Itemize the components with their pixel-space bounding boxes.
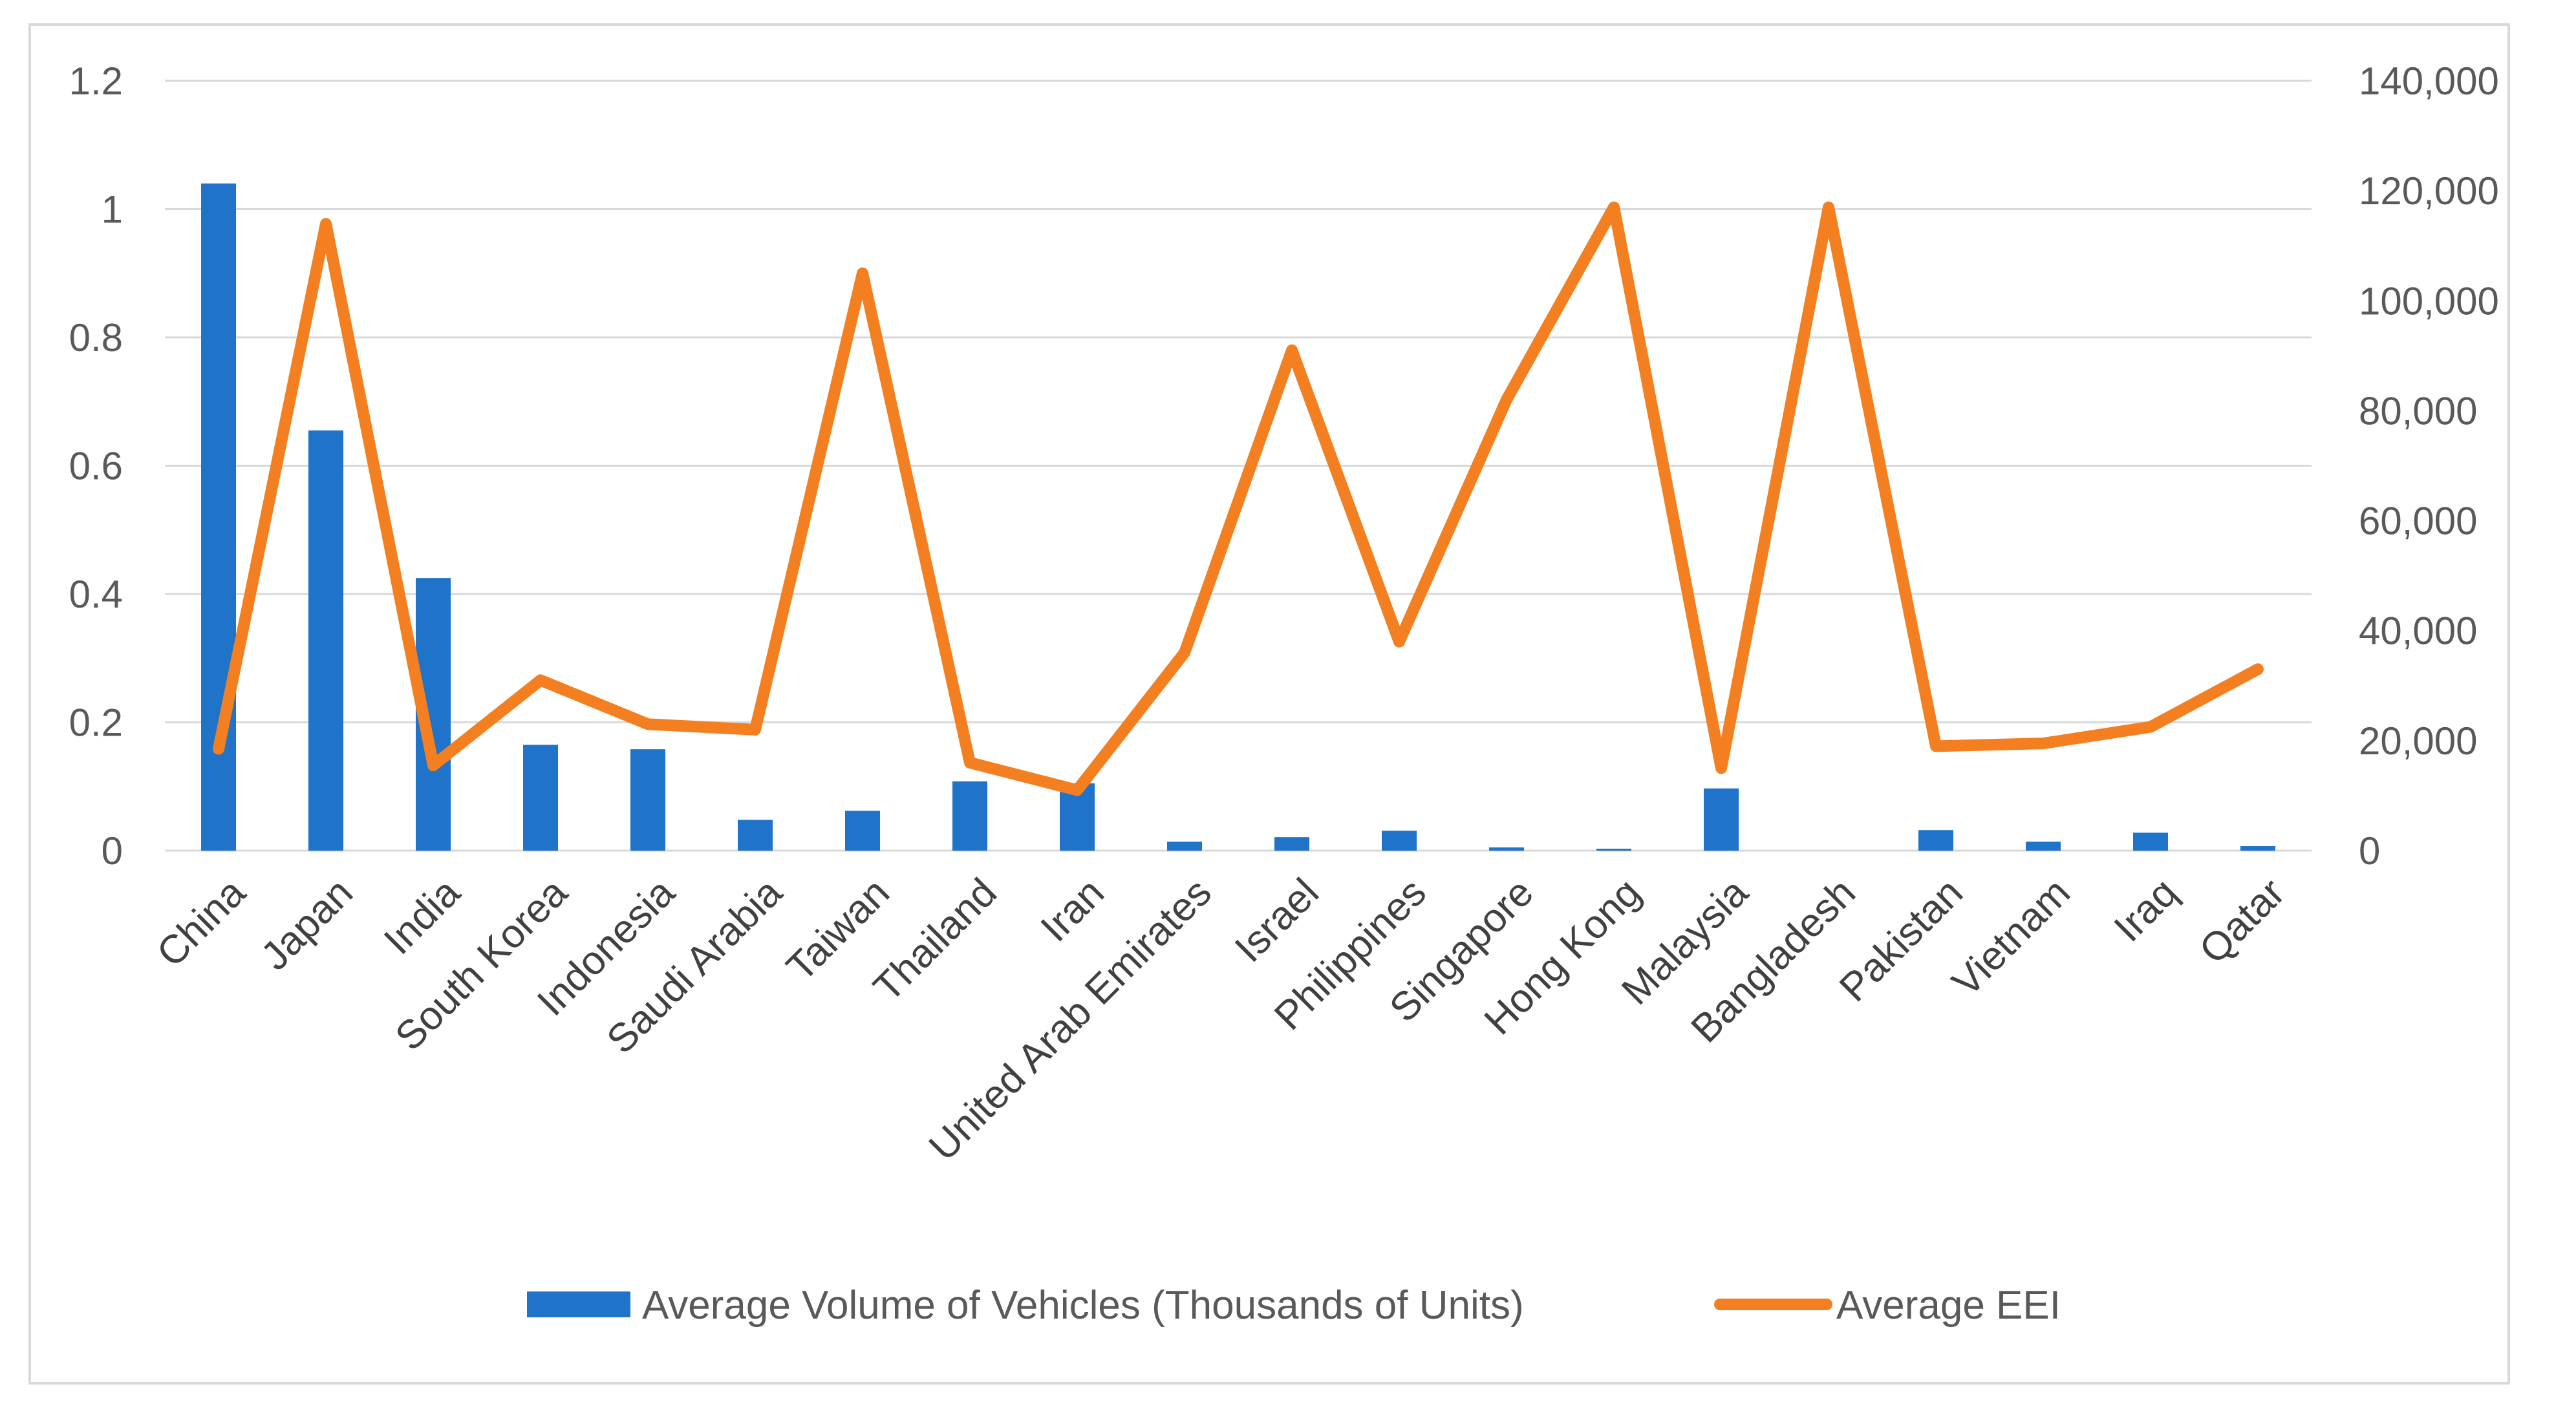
line-series: [213, 201, 2264, 796]
bar: [738, 820, 773, 851]
category-label: Vietnam: [1944, 870, 2079, 1005]
line-point: [969, 762, 971, 763]
legend-bar-swatch: [527, 1291, 630, 1317]
bar: [952, 781, 987, 851]
bar: [2133, 833, 2168, 851]
left-tick-label: 0.8: [69, 316, 123, 359]
bar: [1704, 788, 1739, 851]
bar: [2026, 842, 2061, 851]
left-tick-label: 0.4: [69, 573, 123, 616]
left-tick-label: 0.2: [69, 701, 123, 745]
line-point: [1935, 745, 1937, 747]
bar: [2240, 846, 2275, 851]
bar: [1596, 849, 1631, 851]
line-point: [1721, 767, 1722, 769]
bar: [845, 811, 880, 851]
right-tick-label: 120,000: [2359, 169, 2499, 213]
bar: [1167, 842, 1202, 851]
right-tick-label: 60,000: [2359, 500, 2478, 543]
line-path: [213, 201, 2264, 796]
legend: Average Volume of Vehicles (Thousands of…: [527, 1283, 2061, 1328]
category-label: Japan: [253, 870, 361, 979]
bar: [308, 430, 343, 851]
bar: [630, 749, 665, 851]
category-label: Iran: [1033, 870, 1113, 950]
right-tick-label: 40,000: [2359, 610, 2478, 653]
legend-bar-label: Average Volume of Vehicles (Thousands of…: [642, 1283, 1524, 1328]
left-tick-label: 1: [102, 188, 123, 231]
left-axis-ticks: 0 0.2 0.4 0.6 0.8 1 1.2: [69, 59, 123, 873]
category-label: India: [376, 870, 469, 963]
left-tick-label: 0.6: [69, 445, 123, 488]
bar: [523, 745, 558, 851]
bar: [1274, 837, 1309, 851]
category-label: Israel: [1227, 870, 1327, 971]
bar: [1382, 831, 1417, 851]
right-tick-label: 80,000: [2359, 389, 2478, 432]
line-point: [433, 765, 434, 766]
category-label: China: [149, 870, 255, 976]
bar: [1489, 847, 1524, 851]
category-label: Qatar: [2191, 870, 2293, 972]
line-point: [647, 723, 649, 725]
right-axis-ticks: 0 20,000 40,000 60,000 80,000 100,000 120,000 1…: [2359, 59, 2499, 873]
line-point: [1399, 641, 1400, 643]
legend-line-label: Average EEI: [1836, 1283, 2061, 1328]
right-tick-label: 20,000: [2359, 719, 2478, 763]
left-tick-label: 0: [102, 829, 123, 873]
line-point: [755, 729, 756, 730]
right-tick-label: 140,000: [2359, 59, 2499, 103]
line-point: [1077, 789, 1078, 791]
bar-series: [201, 183, 2275, 851]
bar: [1918, 830, 1953, 851]
right-tick-label: 0: [2359, 829, 2380, 873]
left-tick-label: 1.2: [69, 59, 123, 103]
gridlines: [165, 80, 2312, 852]
line-point: [2043, 743, 2044, 744]
right-tick-label: 100,000: [2359, 279, 2499, 323]
line-point: [2257, 668, 2259, 670]
category-label: Iraq: [2106, 870, 2186, 950]
